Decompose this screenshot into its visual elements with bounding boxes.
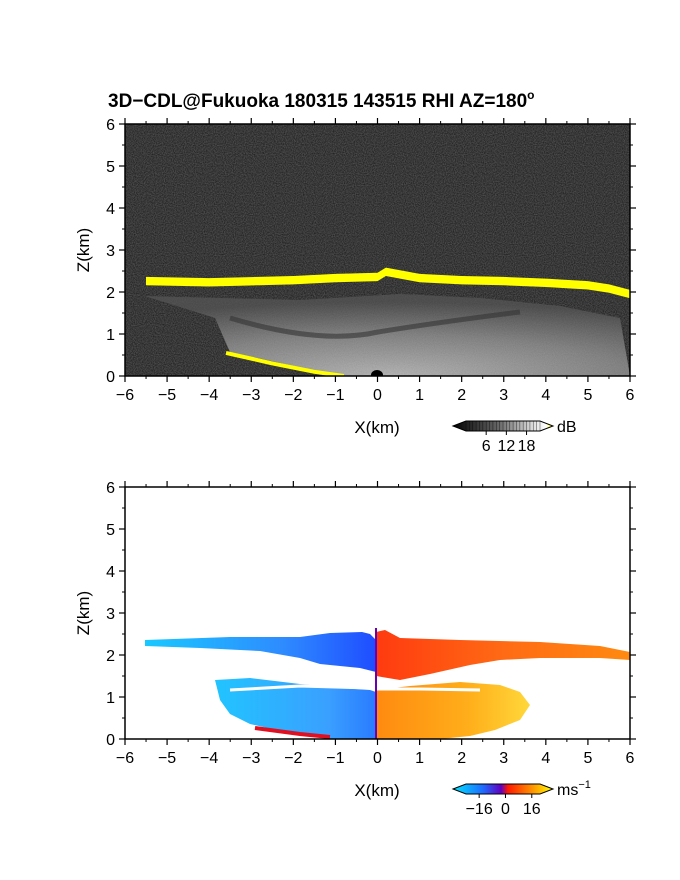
- intensity-x-tick-label: 1: [415, 387, 424, 404]
- ground-echo-line: [225, 350, 345, 376]
- intensity-inner-band: [229, 309, 521, 339]
- intensity-x-tick-label: −2: [284, 387, 302, 404]
- intensity-x-tick-label: 2: [457, 387, 466, 404]
- doppler-upper-negative: [145, 632, 376, 672]
- doppler-lower-positive: [376, 682, 530, 739]
- intensity-x-tick-label: −4: [200, 387, 218, 404]
- figure-title-sup: o: [527, 88, 534, 102]
- doppler-colorbar: −16 0 16 ms−1: [451, 779, 591, 818]
- doppler-colorbar-unit-base: ms: [557, 782, 578, 799]
- intensity-y-tick-label: 1: [106, 327, 115, 344]
- doppler-x-tick-label: 2: [457, 750, 466, 767]
- intensity-colorbar: 6 12 18 dB: [451, 419, 577, 455]
- intensity-x-tick-label: 0: [373, 387, 382, 404]
- doppler-y-tick-label: 6: [106, 480, 115, 497]
- doppler-x-tick-label: 3: [499, 750, 508, 767]
- intensity-axes: −6 −5 −4 −3 −2 −1 0 1 2 3 4 5 6 0 1 2 3 4 5 6: [106, 117, 636, 404]
- doppler-colorbar-tick-label: 16: [523, 801, 541, 818]
- doppler-y-axis-label: Z(km): [74, 591, 93, 635]
- doppler-y-tick-label: 0: [106, 732, 115, 749]
- intensity-echo: [145, 267, 630, 376]
- doppler-y-tick-label: 3: [106, 606, 115, 623]
- intensity-x-tick-label: −5: [158, 387, 176, 404]
- lidar-site-marker: [371, 370, 383, 376]
- doppler-panel: −6 −5 −4 −3 −2 −1 0 1 2 3 4 5 6 0 1 2 3 4 5 6 X(km) Z(km) −…: [74, 480, 636, 818]
- intensity-x-tick-label: −3: [242, 387, 260, 404]
- intensity-colorbar-tick-label: 12: [497, 438, 515, 455]
- figure-title-text: 3D−CDL@Fukuoka 180315 143515 RHI AZ=180: [108, 91, 527, 112]
- doppler-colorbar-tick-label: −16: [466, 801, 493, 818]
- doppler-x-tick-label: −4: [200, 750, 218, 767]
- doppler-y-tick-label: 4: [106, 564, 115, 581]
- intensity-x-tick-label: 4: [541, 387, 550, 404]
- intensity-y-tick-label: 5: [106, 159, 115, 176]
- doppler-x-tick-label: −2: [284, 750, 302, 767]
- doppler-red-edge: [254, 726, 331, 739]
- doppler-x-tick-label: 4: [541, 750, 550, 767]
- doppler-layer-gap: [229, 684, 481, 692]
- intensity-colorbar-unit: dB: [557, 419, 577, 436]
- doppler-x-axis-label: X(km): [354, 781, 399, 800]
- doppler-colorbar-bar: [451, 783, 555, 795]
- intensity-y-tick-label: 2: [106, 285, 115, 302]
- doppler-x-tick-label: −1: [326, 750, 344, 767]
- figure-title: 3D−CDL@Fukuoka 180315 143515 RHI AZ=180o: [108, 88, 535, 112]
- intensity-x-tick-label: 5: [583, 387, 592, 404]
- intensity-y-tick-label: 3: [106, 243, 115, 260]
- doppler-x-tick-label: 6: [626, 750, 635, 767]
- doppler-upper-positive: [376, 630, 630, 680]
- intensity-y-axis-label: Z(km): [74, 228, 93, 272]
- intensity-y-tick-label: 0: [106, 369, 115, 386]
- doppler-field: [145, 628, 630, 739]
- doppler-x-tick-label: −5: [158, 750, 176, 767]
- intensity-y-tick-label: 4: [106, 201, 115, 218]
- doppler-y-tick-label: 5: [106, 522, 115, 539]
- intensity-y-tick-label: 6: [106, 117, 115, 134]
- doppler-colorbar-unit-sup: −1: [578, 779, 591, 791]
- doppler-colorbar-tick-label: 0: [501, 801, 510, 818]
- intensity-colorbar-ticks: 6 12 18: [465, 421, 541, 455]
- cloud-base-layer: [146, 267, 630, 299]
- intensity-colorbar-tick-label: 18: [518, 438, 536, 455]
- doppler-lower-negative: [215, 678, 376, 739]
- intensity-x-tick-label: 6: [626, 387, 635, 404]
- intensity-x-axis-label: X(km): [354, 418, 399, 437]
- doppler-colorbar-ticks: −16 0 16: [466, 794, 541, 818]
- doppler-x-tick-label: −6: [116, 750, 134, 767]
- doppler-colorbar-unit: ms−1: [557, 779, 591, 799]
- doppler-y-tick-label: 2: [106, 648, 115, 665]
- doppler-y-tick-label: 1: [106, 690, 115, 707]
- intensity-x-tick-label: −6: [116, 387, 134, 404]
- intensity-x-tick-label: 3: [499, 387, 508, 404]
- doppler-x-tick-label: 0: [373, 750, 382, 767]
- doppler-x-tick-label: 1: [415, 750, 424, 767]
- doppler-x-tick-label: −3: [242, 750, 260, 767]
- doppler-axes: −6 −5 −4 −3 −2 −1 0 1 2 3 4 5 6 0 1 2 3 4 5 6: [106, 480, 636, 767]
- intensity-x-tick-label: −1: [326, 387, 344, 404]
- doppler-x-tick-label: 5: [583, 750, 592, 767]
- intensity-colorbar-tick-label: 6: [482, 438, 491, 455]
